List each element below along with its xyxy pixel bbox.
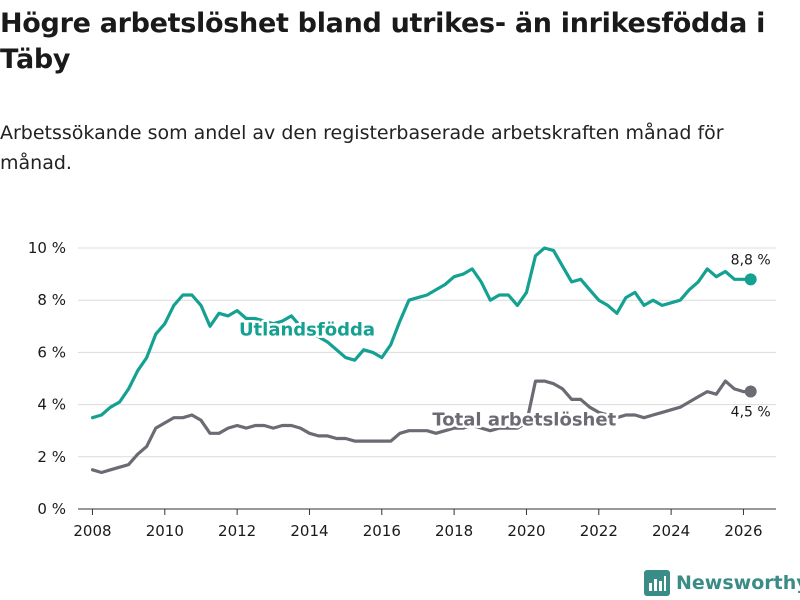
gridlines: [78, 247, 776, 510]
x-tick-label: 2012: [218, 522, 256, 540]
y-axis: 0 % 2 % 4 % 6 % 8 % 10 %: [28, 239, 66, 518]
x-tick-label: 2020: [507, 522, 545, 540]
y-tick-label: 10 %: [28, 239, 66, 257]
x-tick-label: 2024: [652, 522, 690, 540]
series-end-point: [744, 273, 757, 286]
series-labels: 8,8 % 4,5 % Utlandsfödda Total arbetslöshet: [236, 252, 771, 433]
x-axis: 2008 2010 2012 2014 2016 2018 2020 2022 2024 2026: [73, 509, 763, 540]
series-line: [90, 379, 753, 475]
series-end-label: 8,8 %: [731, 252, 771, 268]
series-line: [90, 246, 753, 420]
y-tick-label: 4 %: [37, 396, 66, 414]
series-end-label: 4,5 %: [731, 405, 771, 421]
y-tick-label: 6 %: [37, 343, 66, 361]
series-name-label: Total arbetslöshet: [432, 409, 616, 430]
chart-subtitle: Arbetssökande som andel av den registerb…: [0, 122, 724, 174]
brand-name: Newsworthy: [676, 572, 800, 594]
x-tick-label: 2018: [435, 522, 473, 540]
x-tick-label: 2016: [363, 522, 401, 540]
line-chart: 0 % 2 % 4 % 6 % 8 % 10 % 2008 2010 2012 2014 2016…: [28, 239, 776, 540]
x-tick-label: 2022: [580, 522, 618, 540]
newsworthy-logo[interactable]: Newsworthy: [644, 570, 800, 596]
series-end-point: [744, 385, 757, 398]
y-tick-label: 2 %: [37, 448, 66, 466]
newsworthy-logo-icon: [644, 570, 670, 596]
x-tick-label: 2010: [146, 522, 184, 540]
x-tick-label: 2008: [73, 522, 111, 540]
series-lines: [90, 246, 757, 475]
y-tick-label: 0 %: [37, 500, 66, 518]
x-tick-label: 2014: [290, 522, 328, 540]
chart-title: Högre arbetslöshet bland utrikes- än inr…: [0, 8, 766, 75]
y-tick-label: 8 %: [37, 291, 66, 309]
x-tick-label: 2026: [724, 522, 762, 540]
series-name-label: Utlandsfödda: [239, 319, 375, 340]
